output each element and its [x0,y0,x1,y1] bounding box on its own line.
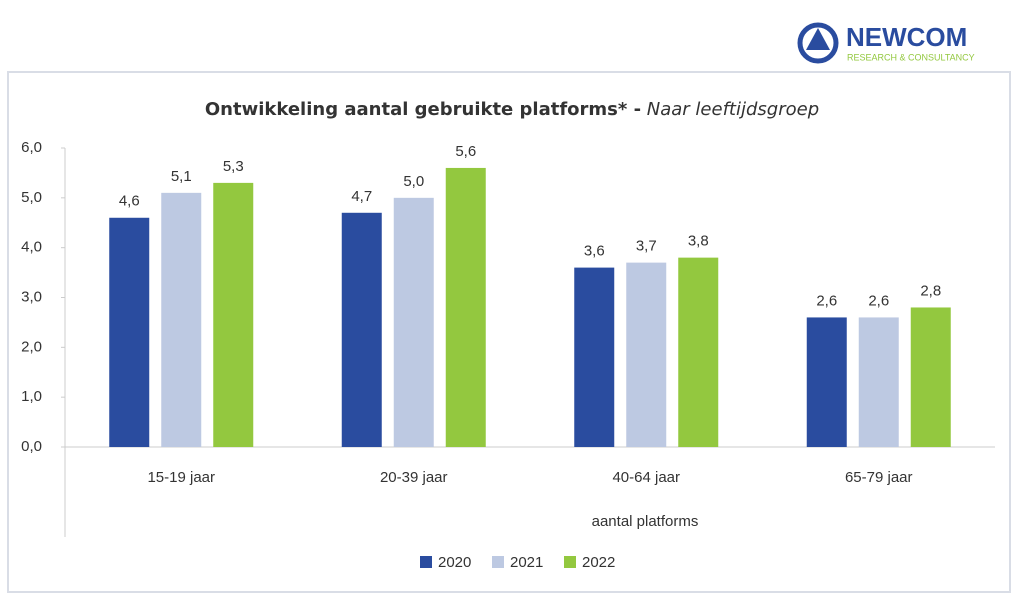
value-label: 5,1 [171,168,192,185]
y-tick-label: 2,0 [21,338,42,355]
bar [626,262,667,447]
value-label: 3,7 [636,238,657,255]
legend-swatch [492,556,504,568]
value-label: 3,8 [688,233,709,250]
legend-label: 2022 [582,554,615,571]
bar [161,192,202,447]
x-tick-label: 65-79 jaar [845,469,913,486]
bar [858,317,899,447]
value-label: 3,6 [584,243,605,260]
legend-swatch [420,556,432,568]
x-tick-label: 20-39 jaar [380,469,448,486]
y-tick-label: 0,0 [21,438,42,455]
bar [806,317,847,447]
logo: NEWCOM RESEARCH & CONSULTANCY [797,22,975,64]
logo-icon-inner [806,28,830,50]
frame [7,71,1011,593]
y-tick-label: 6,0 [21,139,42,156]
legend-swatch [564,556,576,568]
logo-name: NEWCOM [846,22,967,52]
y-tick-label: 3,0 [21,288,42,305]
value-label: 5,0 [403,173,424,190]
legend-label: 2021 [510,554,543,571]
bar [445,167,486,447]
chart-title: Ontwikkeling aantal gebruikte platforms*… [205,99,819,120]
bar [109,217,150,447]
bar [910,307,951,447]
bar [678,257,719,447]
value-label: 5,6 [455,143,476,160]
y-tick-label: 4,0 [21,239,42,256]
value-label: 2,6 [816,292,837,309]
subtitle: Naar leeftijdsgroep [647,99,819,120]
value-label: 4,6 [119,193,140,210]
x-axis-label: aantal platforms [592,513,699,530]
value-label: 4,7 [351,188,372,205]
bar [341,212,382,447]
x-tick-label: 15-19 jaar [147,469,215,486]
legend-label: 2020 [438,554,471,571]
value-label: 5,3 [223,158,244,175]
y-tick-label: 1,0 [21,388,42,405]
value-label: 2,8 [920,282,941,299]
x-tick-label: 40-64 jaar [612,469,680,486]
logo-icon [797,22,839,64]
bar [213,182,254,447]
title: Ontwikkeling aantal gebruikte platforms*… [205,99,641,120]
logo-tagline: RESEARCH & CONSULTANCY [847,52,975,62]
bar [574,267,615,447]
y-tick-label: 5,0 [21,189,42,206]
value-label: 2,6 [868,292,889,309]
bar [393,197,434,447]
